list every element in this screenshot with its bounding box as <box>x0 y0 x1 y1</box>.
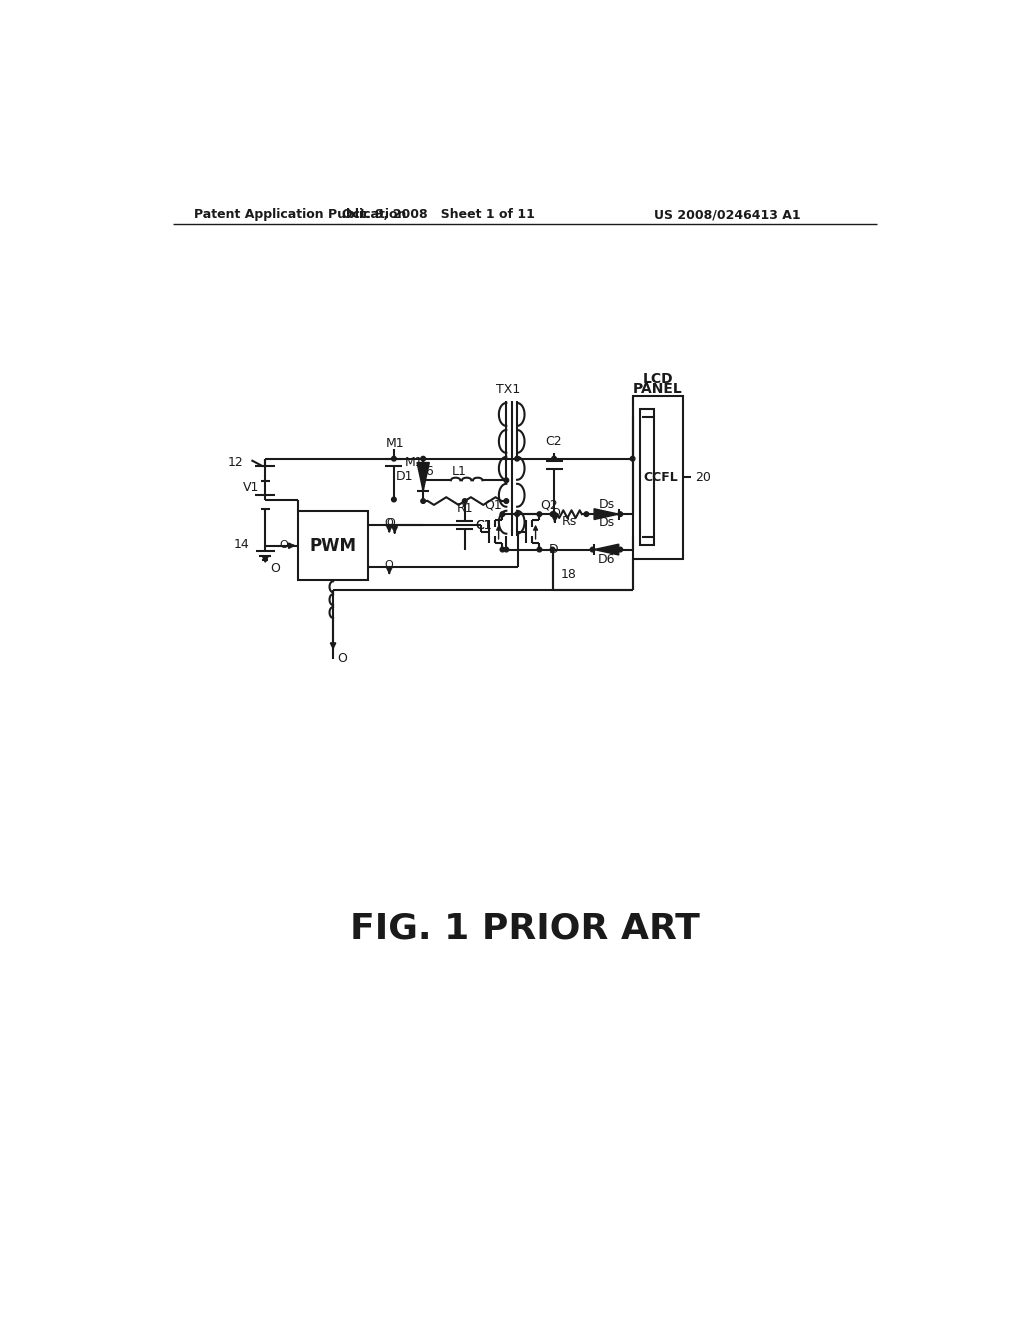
Circle shape <box>504 478 509 483</box>
Circle shape <box>584 512 589 516</box>
Text: D6: D6 <box>598 553 615 566</box>
Text: Patent Application Publication: Patent Application Publication <box>194 209 407 222</box>
Circle shape <box>552 457 556 461</box>
Text: O: O <box>279 540 288 550</box>
Text: Oct. 9, 2008   Sheet 1 of 11: Oct. 9, 2008 Sheet 1 of 11 <box>342 209 535 222</box>
Text: 16: 16 <box>419 465 435 478</box>
Polygon shape <box>417 462 429 491</box>
Text: PWM: PWM <box>309 537 356 554</box>
Text: O: O <box>385 519 393 528</box>
Text: D: D <box>549 543 558 556</box>
Circle shape <box>391 457 396 461</box>
Text: V1: V1 <box>243 480 259 494</box>
Text: O: O <box>270 561 281 574</box>
Text: 12: 12 <box>228 455 244 469</box>
Text: Ds: Ds <box>598 499 614 511</box>
Circle shape <box>617 548 623 552</box>
Circle shape <box>500 548 505 552</box>
Circle shape <box>500 512 505 516</box>
Text: 14: 14 <box>234 539 250 552</box>
Circle shape <box>515 512 519 516</box>
Text: PANEL: PANEL <box>633 383 683 396</box>
Polygon shape <box>594 508 618 520</box>
Bar <box>633 396 683 558</box>
Text: D1: D1 <box>395 470 413 483</box>
Bar <box>640 409 654 545</box>
Text: O: O <box>551 508 560 517</box>
Text: M1: M1 <box>386 437 404 450</box>
Polygon shape <box>594 544 618 554</box>
Circle shape <box>504 548 509 552</box>
Text: O: O <box>386 519 395 528</box>
Circle shape <box>590 548 595 552</box>
Text: O: O <box>337 652 347 665</box>
Circle shape <box>463 499 467 503</box>
Text: C1: C1 <box>475 519 493 532</box>
Text: R1: R1 <box>457 502 473 515</box>
Circle shape <box>631 457 635 461</box>
Text: C1: C1 <box>475 519 493 532</box>
Text: Q2: Q2 <box>540 499 557 511</box>
Text: C2: C2 <box>546 436 562 449</box>
Text: Rs: Rs <box>562 515 578 528</box>
Bar <box>298 511 368 581</box>
Text: CCFL: CCFL <box>644 471 679 483</box>
Circle shape <box>550 512 555 516</box>
Circle shape <box>515 457 519 461</box>
Circle shape <box>552 512 556 516</box>
Circle shape <box>391 498 396 502</box>
Circle shape <box>538 548 542 552</box>
Text: 20: 20 <box>695 471 711 483</box>
Text: Ds: Ds <box>598 516 614 529</box>
Circle shape <box>421 457 425 461</box>
Text: O: O <box>385 560 393 570</box>
Text: Q1: Q1 <box>484 499 502 511</box>
Circle shape <box>617 512 623 516</box>
Text: L1: L1 <box>452 465 467 478</box>
Text: M1: M1 <box>404 455 423 469</box>
Circle shape <box>504 499 509 503</box>
Circle shape <box>538 512 542 516</box>
Text: US 2008/0246413 A1: US 2008/0246413 A1 <box>654 209 801 222</box>
Circle shape <box>421 499 425 503</box>
Text: TX1: TX1 <box>496 383 520 396</box>
Circle shape <box>550 548 555 552</box>
Text: FIG. 1 PRIOR ART: FIG. 1 PRIOR ART <box>350 911 699 945</box>
Text: LCD: LCD <box>643 372 674 385</box>
Text: 18: 18 <box>560 568 577 581</box>
